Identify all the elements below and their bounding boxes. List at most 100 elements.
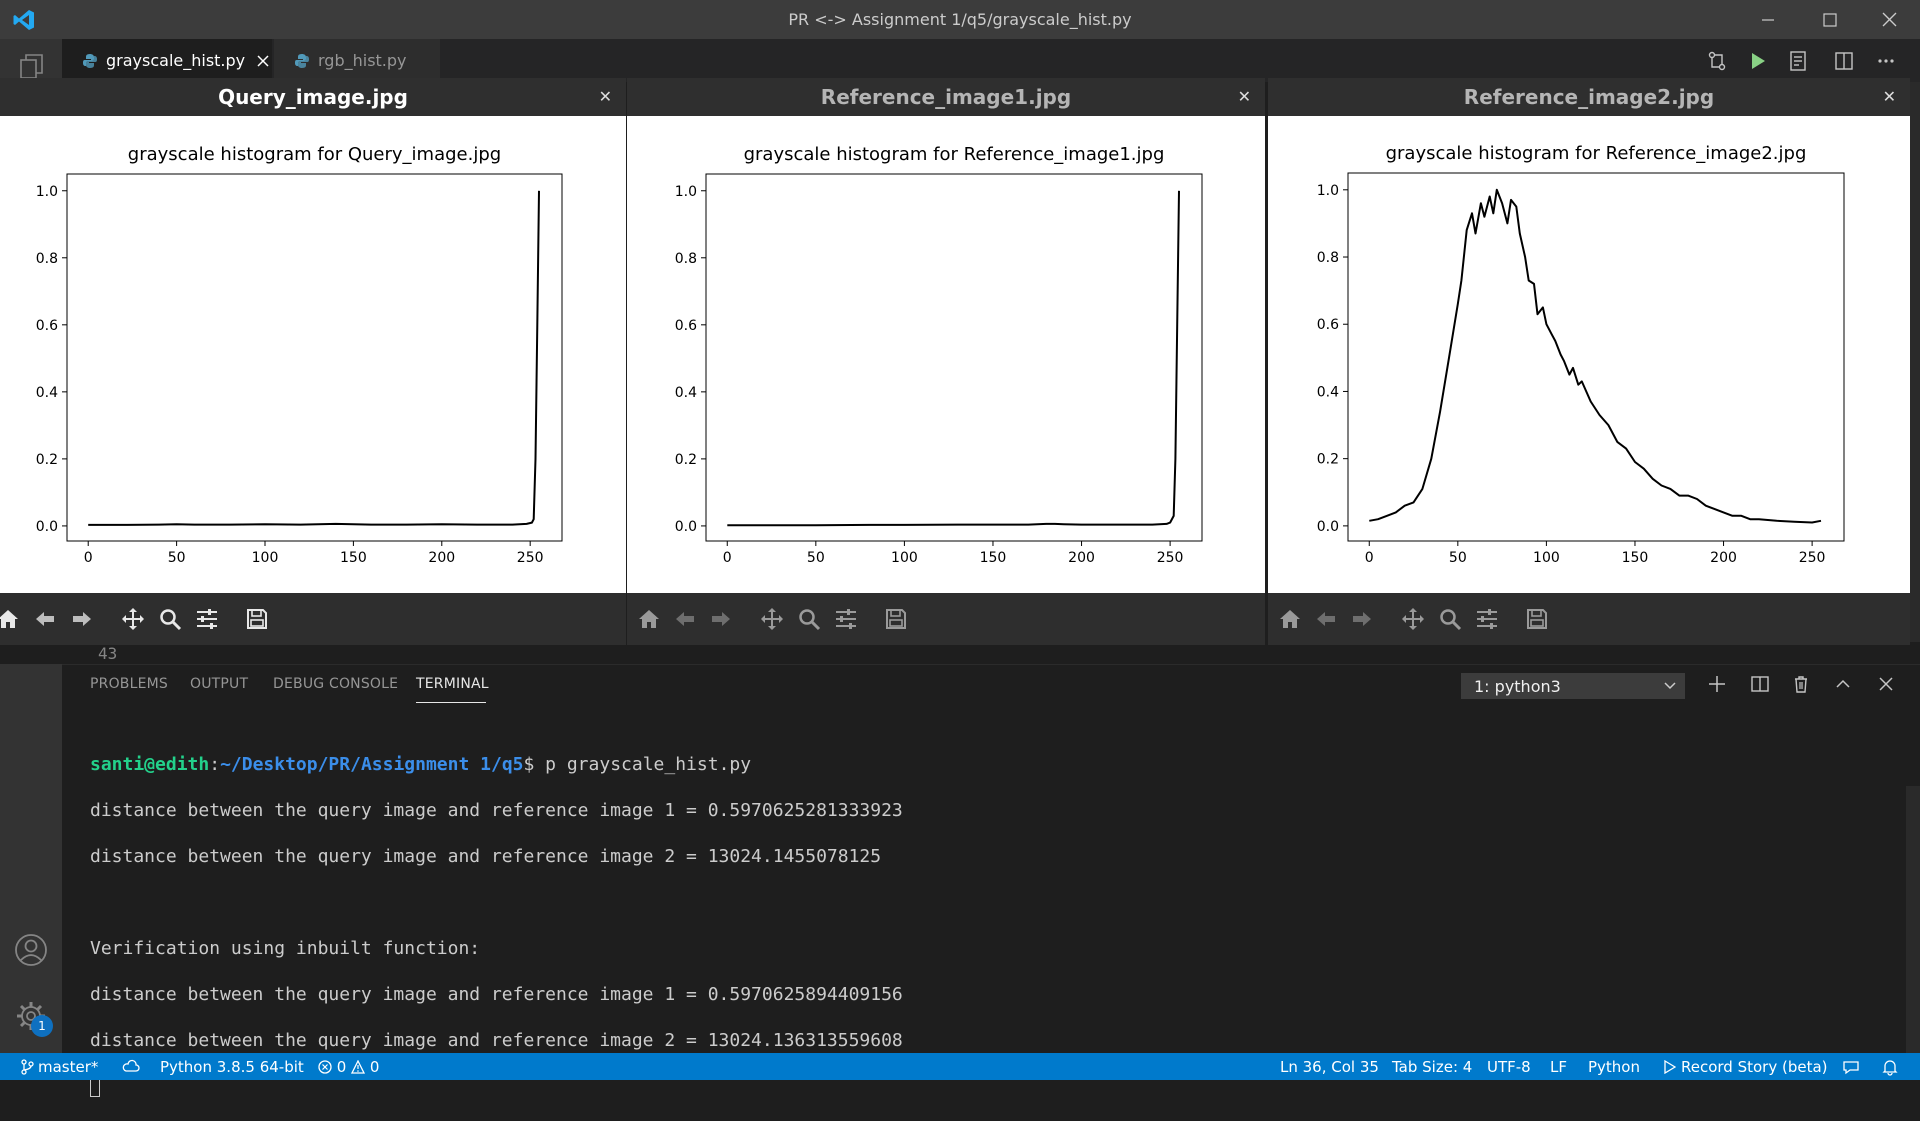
zoom-magnifier-icon[interactable] <box>797 607 821 631</box>
maximize-icon <box>1823 13 1837 27</box>
new-terminal-plus-icon[interactable] <box>1707 674 1727 694</box>
x-tick-label: 100 <box>252 550 279 566</box>
home-icon[interactable] <box>1278 607 1302 631</box>
panel-tab-problems[interactable]: PROBLEMS <box>90 676 169 692</box>
split-editor-icon[interactable] <box>1834 51 1854 71</box>
editor-scrollbar[interactable] <box>1910 82 1920 642</box>
y-tick-label: 0.6 <box>1317 317 1339 333</box>
pan-icon[interactable] <box>1401 607 1425 631</box>
language-mode[interactable]: Python <box>1588 1058 1640 1076</box>
tab-rgb-hist[interactable]: rgb_hist.py <box>274 39 440 82</box>
warning-icon <box>351 1059 366 1074</box>
prompt-command: $ p grayscale_hist.py <box>523 754 752 775</box>
y-tick-label: 0.0 <box>675 519 697 535</box>
warning-count: 0 <box>369 1058 380 1076</box>
zoom-magnifier-icon[interactable] <box>158 607 182 631</box>
python-file-icon <box>295 53 309 68</box>
figure-close-button[interactable]: ✕ <box>1237 87 1251 106</box>
figure-title-bar: Reference_image2.jpg <box>1268 78 1910 116</box>
figure-window-reference2[interactable]: Reference_image2.jpg ✕ grayscale histogr… <box>1268 78 1910 645</box>
figure-close-button[interactable]: ✕ <box>598 87 612 106</box>
sync-cloud-icon[interactable] <box>122 1059 140 1075</box>
x-tick-label: 100 <box>891 550 918 566</box>
notifications-bell-icon[interactable] <box>1882 1058 1898 1076</box>
git-branch-icon <box>21 1059 34 1075</box>
home-icon[interactable] <box>0 607 20 631</box>
open-preview-icon[interactable] <box>1788 50 1810 72</box>
error-count: 0 <box>336 1058 347 1076</box>
open-changes-icon[interactable] <box>1706 50 1728 72</box>
forward-arrow-icon[interactable] <box>1350 607 1374 631</box>
home-icon[interactable] <box>637 607 661 631</box>
tab-grayscale-hist[interactable]: grayscale_hist.py <box>62 39 272 82</box>
split-terminal-icon[interactable] <box>1750 674 1770 694</box>
tab-size[interactable]: Tab Size: 4 <box>1392 1058 1473 1076</box>
maximize-panel-icon[interactable] <box>1833 674 1853 694</box>
plot-frame <box>66 173 563 542</box>
minimize-button[interactable] <box>1744 4 1790 36</box>
back-arrow-icon[interactable] <box>33 607 57 631</box>
configure-subplots-icon[interactable] <box>1475 607 1499 631</box>
y-tick-label: 1.0 <box>675 184 697 200</box>
save-floppy-icon[interactable] <box>1525 607 1549 631</box>
prompt-path: ~/Desktop/PR/Assignment 1/q5 <box>220 754 524 775</box>
close-tab-icon[interactable] <box>255 53 271 69</box>
configure-subplots-icon[interactable] <box>834 607 858 631</box>
account-icon[interactable] <box>13 932 49 968</box>
git-branch[interactable]: master* <box>20 1058 98 1076</box>
terminal-blank-line <box>90 891 903 914</box>
y-tick-label: 0.8 <box>1317 250 1339 266</box>
panel-tab-terminal[interactable]: TERMINAL <box>416 676 489 692</box>
figure-title-bar: Reference_image1.jpg <box>627 78 1265 116</box>
terminal-scrollbar[interactable] <box>1906 786 1920 1053</box>
configure-subplots-icon[interactable] <box>195 607 219 631</box>
y-tick-label: 0.4 <box>1317 384 1339 400</box>
x-tick-label: 200 <box>1068 550 1095 566</box>
panel-tab-debug-console[interactable]: DEBUG CONSOLE <box>273 676 399 692</box>
terminal-line: distance between the query image and ref… <box>90 984 903 1005</box>
x-tick-label: 0 <box>84 550 93 566</box>
cursor-position[interactable]: Ln 36, Col 35 <box>1280 1058 1379 1076</box>
forward-arrow-icon[interactable] <box>70 607 94 631</box>
figure-close-button[interactable]: ✕ <box>1882 87 1896 106</box>
problems-summary[interactable]: 0 0 <box>318 1058 379 1076</box>
y-tick-label: 0.0 <box>36 519 58 535</box>
run-file-icon[interactable] <box>1748 51 1768 71</box>
pan-icon[interactable] <box>760 607 784 631</box>
record-story[interactable]: Record Story (beta) <box>1664 1058 1828 1076</box>
x-tick-label: 50 <box>1449 550 1467 566</box>
figure-toolbar <box>0 593 626 645</box>
histogram-chart-query: grayscale histogram for Query_image.jpg 0… <box>36 144 563 566</box>
maximize-button[interactable] <box>1806 4 1852 36</box>
chart-title: grayscale histogram for Reference_image1… <box>744 144 1165 165</box>
x-tick-label: 250 <box>1157 550 1184 566</box>
python-interpreter[interactable]: Python 3.8.5 64-bit <box>160 1058 304 1076</box>
back-arrow-icon[interactable] <box>1314 607 1338 631</box>
file-encoding[interactable]: UTF-8 <box>1487 1058 1531 1076</box>
end-of-line[interactable]: LF <box>1550 1058 1567 1076</box>
figure-window-reference1[interactable]: Reference_image1.jpg ✕ grayscale histogr… <box>627 78 1265 645</box>
pan-icon[interactable] <box>121 607 145 631</box>
y-tick-label: 0.2 <box>1317 452 1339 468</box>
feedback-icon[interactable] <box>1842 1059 1860 1075</box>
more-actions-icon[interactable] <box>1876 51 1896 71</box>
close-icon <box>1882 12 1897 27</box>
forward-arrow-icon[interactable] <box>709 607 733 631</box>
x-tick-label: 0 <box>723 550 732 566</box>
tab-label: rgb_hist.py <box>318 51 407 70</box>
save-floppy-icon[interactable] <box>245 607 269 631</box>
terminal-output[interactable]: santi@edith:~/Desktop/PR/Assignment 1/q5… <box>90 730 903 1121</box>
panel-tab-output[interactable]: OUTPUT <box>190 676 249 692</box>
back-arrow-icon[interactable] <box>673 607 697 631</box>
terminal-select[interactable]: 1: python3 <box>1461 673 1685 699</box>
x-tick-label: 50 <box>807 550 825 566</box>
close-window-button[interactable] <box>1866 4 1912 36</box>
zoom-magnifier-icon[interactable] <box>1438 607 1462 631</box>
figure-window-query[interactable]: Query_image.jpg ✕ grayscale histogram fo… <box>0 78 626 645</box>
trash-icon[interactable] <box>1791 674 1811 694</box>
histogram-chart-reference1: grayscale histogram for Reference_image1… <box>675 144 1203 566</box>
terminal-prompt-line: santi@edith:~/Desktop/PR/Assignment 1/q5… <box>90 753 903 776</box>
x-tick-label: 150 <box>980 550 1007 566</box>
close-panel-icon[interactable] <box>1876 674 1896 694</box>
save-floppy-icon[interactable] <box>884 607 908 631</box>
